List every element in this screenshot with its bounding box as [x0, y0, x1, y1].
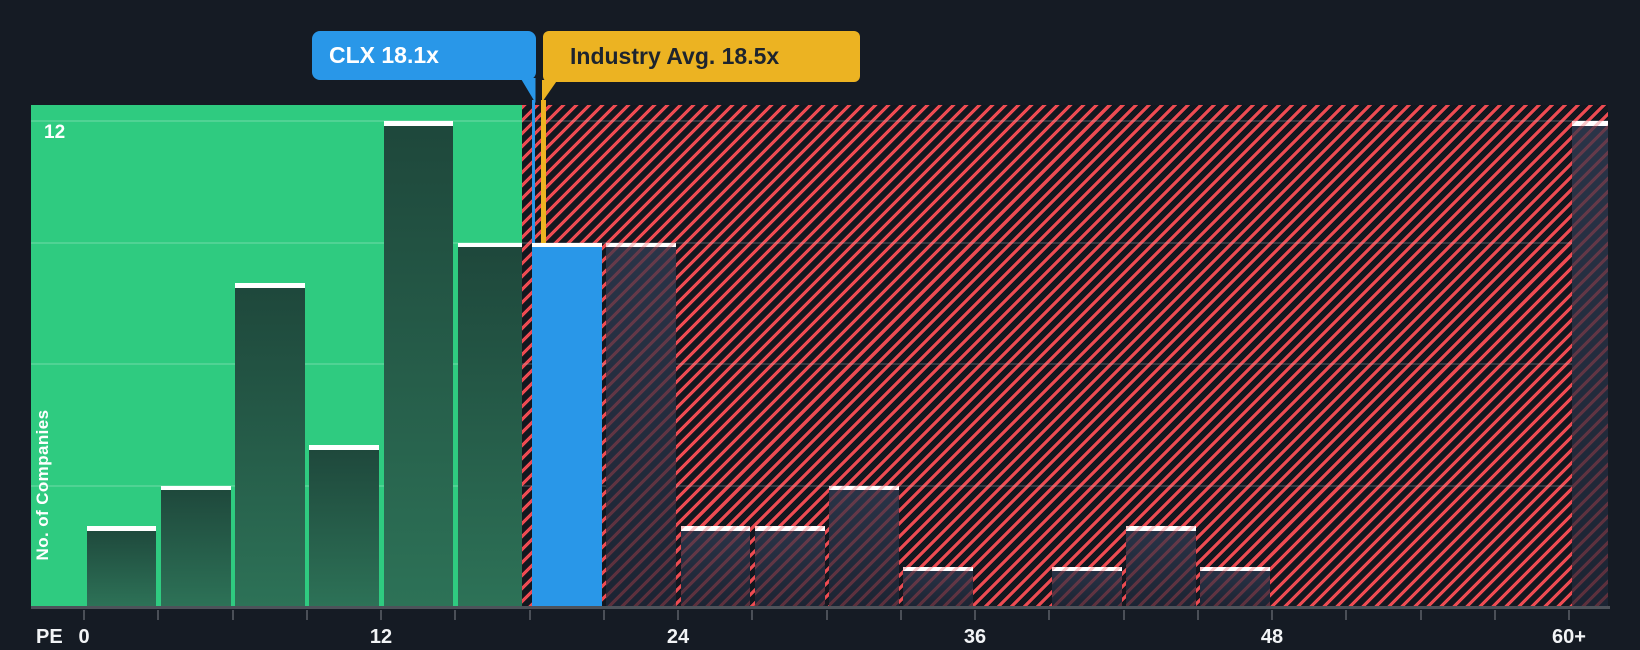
histogram-bar[interactable] [680, 526, 751, 607]
x-axis-tick [1196, 609, 1199, 620]
gridline-9 [522, 241, 1608, 244]
bar-top-highlight [457, 242, 522, 247]
company-pe-callout: CLX 18.1x [312, 31, 536, 80]
histogram-bar[interactable] [309, 445, 379, 607]
x-axis-tick [751, 609, 754, 620]
company-callout-pointer [520, 78, 536, 103]
x-axis-tick [1122, 609, 1125, 620]
chart-plot-area [31, 105, 1608, 607]
bar-top-highlight [1126, 526, 1196, 531]
x-axis-title: PE [36, 626, 63, 648]
bar-top-highlight [606, 242, 676, 247]
x-axis-line [31, 606, 1610, 609]
histogram-bar[interactable] [1200, 566, 1270, 607]
bar-top-highlight [309, 445, 379, 450]
gridline-3 [522, 484, 1608, 487]
bar-top-highlight [754, 526, 825, 531]
industry-avg-callout: Industry Avg. 18.5x [543, 31, 860, 82]
bar-top-highlight [1571, 121, 1608, 126]
bar-top-highlight [160, 485, 231, 490]
bar-top-highlight [680, 526, 751, 531]
x-axis-tick [825, 609, 828, 620]
histogram-bar[interactable] [383, 121, 454, 607]
histogram-bar[interactable] [235, 283, 305, 607]
x-axis-tick [454, 609, 457, 620]
bar-top-highlight [903, 566, 973, 571]
gridline-12 [522, 120, 1608, 122]
gridline-12 [31, 120, 522, 122]
x-axis-tick [380, 609, 382, 620]
histogram-bar[interactable] [754, 526, 825, 607]
x-axis-tick [1419, 609, 1422, 620]
bar-top-highlight [532, 242, 602, 247]
bar-top-highlight [1200, 566, 1270, 571]
bar-top-highlight [383, 121, 454, 126]
x-axis-tick [1493, 609, 1496, 620]
bar-top-highlight [86, 526, 157, 531]
x-axis-tick-label: 48 [1260, 626, 1284, 648]
above-company-pe-zone [522, 105, 1608, 607]
x-axis-tick [1048, 609, 1051, 620]
bar-top-highlight [829, 485, 899, 490]
histogram-bar[interactable] [903, 566, 973, 607]
company-pe-marker-line [531, 100, 536, 243]
histogram-bar[interactable] [1571, 121, 1608, 607]
histogram-bar[interactable] [1051, 566, 1122, 607]
x-axis-tick [83, 609, 85, 620]
x-axis-tick [157, 609, 160, 620]
x-axis-tick [1345, 609, 1348, 620]
histogram-bar[interactable] [606, 242, 676, 607]
x-axis-tick [528, 609, 531, 620]
histogram-bar[interactable] [86, 526, 157, 607]
x-axis-tick [677, 609, 679, 620]
histogram-bar[interactable] [1126, 526, 1196, 607]
industry-avg-marker-line [541, 100, 547, 243]
x-axis-tick [305, 609, 308, 620]
gridline-6 [522, 363, 1608, 365]
histogram-bar[interactable] [457, 242, 522, 607]
x-axis-tick [899, 609, 902, 620]
x-axis-tick [602, 609, 605, 620]
y-axis-title: No. of Companies [33, 409, 52, 561]
x-axis-tick-label: 0 [78, 626, 90, 648]
company-histogram-bar[interactable] [532, 242, 602, 607]
x-axis-tick-label: 60+ [1552, 626, 1586, 648]
x-axis-tick [231, 609, 234, 620]
company-pe-label: CLX 18.1x [329, 42, 439, 68]
x-axis-tick [974, 609, 976, 620]
x-axis-tick [1568, 609, 1570, 620]
y-axis-max-label: 12 [44, 122, 66, 143]
x-axis-tick-label: 12 [369, 626, 393, 648]
gridline-9 [31, 241, 522, 244]
histogram-bar[interactable] [829, 485, 899, 607]
bar-top-highlight [1051, 566, 1122, 571]
x-axis-tick-label: 24 [666, 626, 690, 648]
industry-avg-label: Industry Avg. 18.5x [570, 43, 780, 69]
bar-top-highlight [235, 283, 305, 288]
x-axis-tick-label: 36 [963, 626, 987, 648]
x-axis-tick [1271, 609, 1273, 620]
histogram-bar[interactable] [160, 485, 231, 607]
